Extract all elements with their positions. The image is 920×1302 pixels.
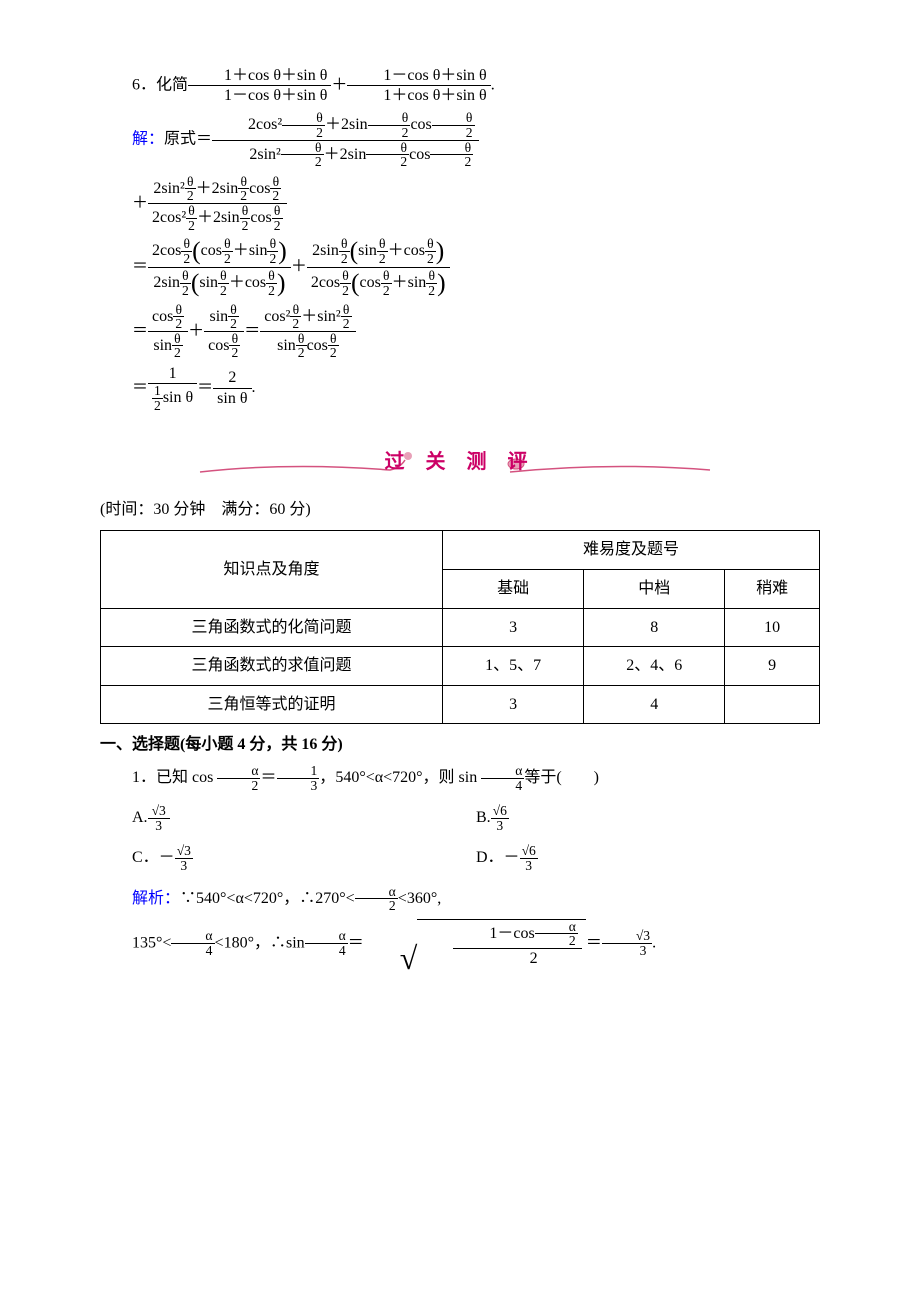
cell-mid: 2、4、6 [584,647,725,686]
sol6-frac3b: 2sinθ2(sinθ2＋cosθ2) 2cosθ2(cosθ2＋sinθ2) [307,236,450,298]
th-hard: 稍难 [725,570,820,609]
sol6-step3: ＝ 2cosθ2(cosθ2＋sinθ2) 2sinθ2(sinθ2＋cosθ2… [132,236,820,298]
sol6-frac4a: cosθ2 sinθ2 [148,303,188,360]
section-banner: 过 关 测 评 [100,442,820,487]
choice-C[interactable]: C．－√33 [132,844,476,872]
sol6-label: 解： [132,131,164,148]
q6-verb: 化简 [156,76,188,93]
sol6-eq5: ＝ [132,379,148,396]
sol1-alpha4b: α4 [305,929,348,957]
q1-number: 1． [132,769,156,786]
solution-6: 解：原式＝ 2cos²θ2＋2sinθ2cosθ2 2sin²θ2＋2sinθ2… [100,111,820,168]
sol6-eq4b: ＝ [244,322,260,339]
cell-hard [725,685,820,724]
sol1-label: 解析： [132,889,180,906]
q6-frac1: 1＋cos θ＋sin θ1－cos θ＋sin θ [188,66,331,105]
q6-plus: ＋ [331,76,347,93]
sol1-eq2: ＝ [586,934,602,951]
th-basic: 基础 [443,570,584,609]
banner-text: 过 关 测 评 [385,451,536,473]
cell-topic: 三角函数式的化简问题 [101,608,443,647]
sol6-frac-step2: 2sin²θ2＋2sinθ2cosθ2 2cos²θ2＋2sinθ2cosθ2 [148,175,287,232]
sol6-step5: ＝ 1 12sin θ ＝ 2 sin θ . [132,364,820,412]
sol6-frac5a: 1 12sin θ [148,364,197,412]
choice-D[interactable]: D．－√63 [476,844,820,872]
sol6-step4: ＝ cosθ2 sinθ2 ＋ sinθ2 cosθ2 ＝ cos²θ2＋sin… [132,303,820,360]
sol1-l2b: <180°，∴sin [215,934,305,951]
cell-hard: 9 [725,647,820,686]
q1-choices: A.√33 B.√63 C．－√33 D．－√63 [132,798,820,878]
q1-alpha2: α2 [217,764,260,792]
q1-eq: ＝ [260,769,276,786]
choice-A[interactable]: A.√33 [132,804,476,832]
sol1-l2a: 135°< [132,934,171,951]
sol1-result: √33 [602,929,652,957]
sol6-eq3: ＝ [132,258,148,275]
cell-basic: 1、5、7 [443,647,584,686]
section-1-heading: 一、选择题(每小题 4 分，共 16 分) [100,732,820,758]
cell-topic: 三角函数式的求值问题 [101,647,443,686]
sol1-alpha2a: α2 [355,885,398,913]
topic-table: 知识点及角度 难易度及题号 基础 中档 稍难 三角函数式的化简问题 3 8 10… [100,530,820,724]
sol6-step2: ＋ 2sin²θ2＋2sinθ2cosθ2 2cos²θ2＋2sinθ2cosθ… [132,175,820,232]
q1-pre: 已知 cos [156,769,217,786]
q6-number: 6． [132,76,156,93]
cell-basic: 3 [443,608,584,647]
sol6-eq5b: ＝ [197,379,213,396]
th-difficulty: 难易度及题号 [443,531,820,570]
table-row: 三角函数式的化简问题 3 8 10 [101,608,820,647]
choice-B[interactable]: B.√63 [476,804,820,832]
th-mid: 中档 [584,570,725,609]
q6-frac2: 1－cos θ＋sin θ1＋cos θ＋sin θ [347,66,490,105]
sol6-plus3: ＋ [291,258,307,275]
sol6-period: . [252,379,256,396]
sol1-l1b: <360°, [398,889,441,906]
sol1-l1a: ∵540°<α<720°，∴270°< [180,889,355,906]
solution-1-line1: 解析：∵540°<α<720°，∴270°<α2<360°, [100,885,820,913]
sol6-frac5b: 2 sin θ [213,368,251,407]
sol1-period: . [652,934,656,951]
sol1-sqrt: √ 1－cosα22 [368,919,586,968]
cell-mid: 4 [584,685,725,724]
table-row: 三角函数式的求值问题 1、5、7 2、4、6 9 [101,647,820,686]
sol1-eq: ＝ [348,934,364,951]
sol6-plus4: ＋ [188,322,204,339]
q1-post: 等于( ) [524,769,599,786]
q1-onethird: 13 [277,764,320,792]
q6-period: . [491,76,495,93]
sol6-eq4: ＝ [132,322,148,339]
question-6: 6．化简1＋cos θ＋sin θ1－cos θ＋sin θ＋1－cos θ＋s… [100,66,820,105]
cell-mid: 8 [584,608,725,647]
sol6-frac4c: cos²θ2＋sin²θ2 sinθ2cosθ2 [260,303,355,360]
th-topic: 知识点及角度 [101,531,443,608]
solution-1-line2: 135°<α4<180°，∴sinα4＝ √ 1－cosα22 ＝√33. [100,919,820,968]
cell-basic: 3 [443,685,584,724]
cell-hard: 10 [725,608,820,647]
sol6-frac3a: 2cosθ2(cosθ2＋sinθ2) 2sinθ2(sinθ2＋cosθ2) [148,236,291,298]
sol6-lhs: 原式＝ [164,131,212,148]
sol6-plus2: ＋ [132,194,148,211]
sol1-alpha4a: α4 [171,929,214,957]
cell-topic: 三角恒等式的证明 [101,685,443,724]
q1-alpha4: α4 [481,764,524,792]
sol6-frac4b: sinθ2 cosθ2 [204,303,244,360]
timing-info: (时间：30 分钟 满分：60 分) [100,497,820,523]
sol6-frac-step1: 2cos²θ2＋2sinθ2cosθ2 2sin²θ2＋2sinθ2cosθ2 [212,111,479,168]
q1-range: 540°<α<720°，则 sin [335,769,481,786]
question-1: 1．已知 cos α2＝13，540°<α<720°，则 sin α4等于( ) [100,764,820,792]
table-row: 三角恒等式的证明 3 4 [101,685,820,724]
q1-comma: ， [319,769,335,786]
